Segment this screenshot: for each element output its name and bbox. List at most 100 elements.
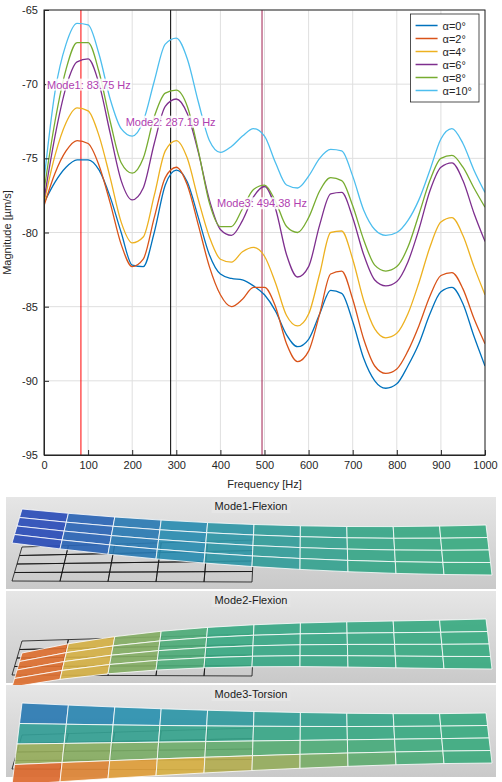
x-tick: 400 [212,450,230,471]
legend-item: α=4° [416,46,466,58]
deformed-cell [12,535,62,549]
legend-box [411,14,479,102]
legend-item: α=6° [416,59,466,71]
x-axis-title: Frequency [Hz] [227,478,302,490]
deformed-cell [300,559,348,572]
deformed-cell [60,540,110,554]
undeformed-cell [12,572,62,581]
deformed-cell [347,726,395,739]
undeformed-cell [204,572,253,583]
plot-marks [44,10,485,455]
deformed-cell [12,670,62,687]
deformed-cell [395,644,443,656]
x-tick-label: 600 [300,459,318,471]
y-axis: -95-90-85-80-75-70-65 [22,4,49,461]
x-tick: 300 [168,450,186,471]
y-tick-label: -90 [22,375,38,387]
panel-background [6,591,496,683]
y-tick-label: -95 [22,449,38,461]
y-tick: -90 [22,375,49,387]
mode-line [262,10,263,455]
legend-item: α=2° [416,33,466,45]
deformed-cell [156,757,205,775]
legend-swatch [416,77,438,79]
deformed-cell [395,550,443,562]
deformed-cell [348,560,396,573]
x-tick-mark [176,450,177,455]
deformed-cell [348,752,396,766]
x-tick-mark [265,450,266,455]
legend-label: α=2° [443,33,466,45]
deformed-cell [62,743,111,763]
x-tick-mark [88,450,89,455]
y-tick-label: -85 [22,301,38,313]
deformed-cell [300,713,347,727]
deformed-cell [442,550,491,563]
deformed-mesh [12,703,492,782]
deformed-cell [60,761,110,782]
mode-shape-panel: Mode2-Flexion [6,591,496,687]
deformed-cell [108,545,157,559]
deformed-cell [204,756,253,773]
deformed-cell [64,724,113,743]
x-tick: 700 [344,450,362,471]
y-grid-line [44,380,485,381]
deformed-cell [156,658,205,670]
undeformed-cell [17,555,66,565]
deformed-cell [206,726,254,742]
y-grid-line [44,158,485,159]
deformed-cell [347,621,394,633]
mode-line [170,10,171,455]
deformed-cell [20,703,69,724]
mode-shape-panel: Mode1-Flexion [6,497,496,589]
deformed-cell [254,712,301,727]
plot-frame [44,10,485,455]
mode-shape-panel: Mode3-Torsion [6,685,496,782]
x-axis: 01002003004005006007008009001000 [41,450,497,471]
y-tick: -85 [22,301,49,313]
x-tick-label: 200 [124,459,142,471]
deformed-cell [300,753,348,768]
panel-background [6,497,496,589]
deformed-cell [440,619,488,632]
legend-label: α=0° [443,20,466,32]
x-tick: 600 [300,450,318,471]
deformed-cell [110,742,159,760]
annotation-patch [46,79,132,91]
deformed-cell [394,726,442,739]
deformed-cell [204,553,253,567]
deformed-cell [17,724,66,745]
y-tick-mark [44,307,49,308]
deformed-cell [394,632,442,644]
annotation-label: Mode1: 83.75 Hz [47,79,131,91]
undeformed-cell [64,554,113,564]
legend-label: α=10° [443,85,472,97]
deformed-cell [443,562,492,575]
deformed-cell [252,754,300,770]
legend-swatch [416,51,438,53]
x-tick-label: 400 [212,459,230,471]
deformed-cell [108,759,157,779]
deformed-cell [347,527,394,539]
y-tick: -75 [22,152,49,164]
deformed-cell [300,526,347,538]
x-tick-mark [397,450,398,455]
figure: 01002003004005006007008009001000-95-90-8… [0,0,502,782]
x-tick-label: 1000 [473,459,497,471]
deformed-cell [60,665,110,680]
deformed-cell [441,538,489,551]
x-tick: 200 [124,450,142,471]
annotation-patch [216,197,308,209]
x-tick-label: 0 [41,459,47,471]
legend-label: α=4° [443,46,466,58]
deformed-cell [111,725,159,743]
deformed-cell [300,633,347,645]
deformed-cell [347,713,394,726]
deformed-cell [347,644,395,656]
x-tick-label: 100 [79,459,97,471]
deformed-cell [393,714,441,727]
deformed-mesh [12,509,492,575]
legend-swatch [416,90,438,92]
legend-item: α=10° [416,85,472,97]
mode-shape-title: Mode1-Flexion [215,500,288,512]
